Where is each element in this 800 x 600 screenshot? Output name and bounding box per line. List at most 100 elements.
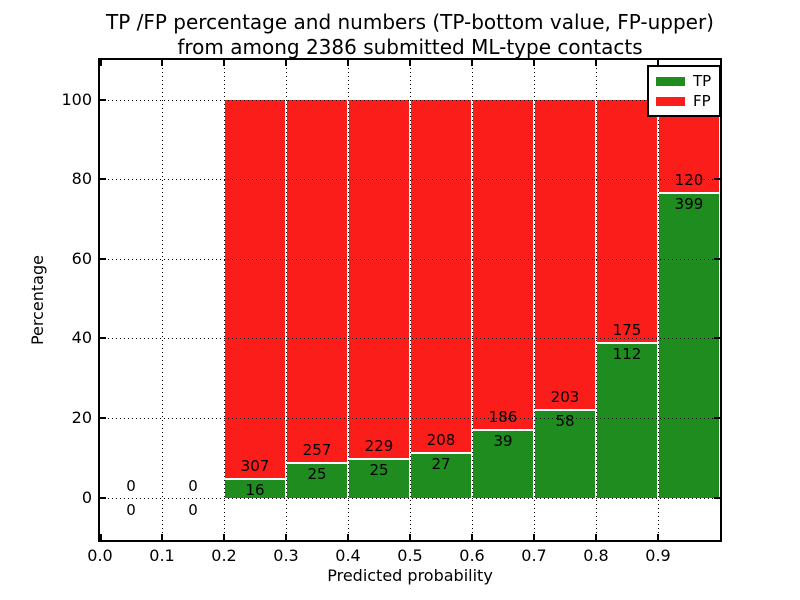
tp-count-label: 399 (674, 194, 704, 213)
legend-swatch-fp-icon (656, 96, 685, 106)
tp-count-label: 16 (245, 480, 265, 499)
bar-tp-segment (535, 409, 595, 498)
gridline-x-0.3 (286, 60, 287, 540)
x-tick-label: 0.9 (645, 546, 671, 565)
bar-bin-0.9 (658, 98, 720, 499)
xtick-bottom (409, 534, 411, 540)
xtick-bottom (223, 534, 225, 540)
fp-count-label: 229 (364, 437, 394, 456)
x-tick-label: 0.3 (273, 546, 299, 565)
xtick-top (471, 60, 473, 66)
bar-tp-segment (659, 191, 719, 498)
bar-tp-segment (349, 458, 409, 498)
tp-count-label: 112 (612, 345, 642, 364)
y-tick-label: 80 (71, 169, 92, 189)
xtick-bottom (100, 534, 102, 540)
bar-bin-0.6 (472, 98, 534, 499)
bar-tp-segment (225, 477, 285, 498)
chart-title: TP /FP percentage and numbers (TP-bottom… (100, 10, 720, 60)
xtick-bottom (471, 534, 473, 540)
fp-count-label: 257 (302, 441, 332, 460)
x-tick-label: 0.6 (459, 546, 485, 565)
ytick-right (714, 416, 720, 419)
legend: TP FP (647, 65, 722, 117)
y-tick-label: 0 (81, 487, 92, 507)
fp-count-label: 120 (674, 170, 704, 189)
ytick-left (100, 178, 106, 181)
bar-bin-0.2 (224, 98, 286, 499)
xtick-top (533, 60, 535, 66)
ytick-right (714, 257, 720, 260)
bar-tp-segment (473, 428, 533, 498)
y-tick-label: 60 (71, 248, 92, 268)
y-tick-label: 40 (71, 328, 92, 348)
fp-count-label: 0 (126, 476, 136, 495)
ytick-left (100, 496, 106, 499)
tp-count-label: 27 (431, 454, 451, 473)
xtick-top (285, 60, 287, 66)
bar-tp-segment (411, 451, 471, 498)
gridline-x-0.6 (472, 60, 473, 540)
y-tick-label: 20 (71, 407, 92, 427)
ytick-left (100, 98, 106, 101)
bar-bin-0.4 (348, 98, 410, 499)
y-tick-label: 100 (61, 89, 92, 109)
fp-count-label: 307 (240, 456, 270, 475)
bar-bin-0.3 (286, 98, 348, 499)
chart-title-line1: TP /FP percentage and numbers (TP-bottom… (106, 10, 714, 34)
tp-count-label: 25 (369, 461, 389, 480)
bar-bin-0.8 (596, 98, 658, 499)
gridline-x-0.7 (534, 60, 535, 540)
bar-tp-segment (287, 462, 347, 498)
x-tick-label: 0.2 (211, 546, 237, 565)
bar-bin-0.7 (534, 98, 596, 499)
x-axis-label: Predicted probability (327, 566, 493, 585)
legend-entry-tp: TP (656, 71, 711, 91)
legend-label-fp: FP (693, 92, 711, 110)
gridline-x-0.4 (348, 60, 349, 540)
ytick-left (100, 257, 106, 260)
chart-title-line2: from among 2386 submitted ML-type contac… (177, 35, 643, 59)
x-tick-label: 0.5 (397, 546, 423, 565)
xtick-top (595, 60, 597, 66)
fp-count-label: 208 (426, 430, 456, 449)
xtick-bottom (533, 534, 535, 540)
tp-count-label: 0 (126, 500, 136, 519)
tp-count-label: 58 (555, 412, 575, 431)
gridline-x-0.9 (658, 60, 659, 540)
xtick-bottom (161, 534, 163, 540)
xtick-top (223, 60, 225, 66)
x-tick-label: 0.1 (149, 546, 175, 565)
xtick-top (100, 60, 102, 66)
ytick-right (714, 496, 720, 499)
y-axis-label: Percentage (28, 255, 47, 346)
xtick-top (161, 60, 163, 66)
tp-count-label: 0 (188, 500, 198, 519)
tp-count-label: 39 (493, 431, 513, 450)
xtick-bottom (595, 534, 597, 540)
ytick-left (100, 416, 106, 419)
legend-entry-fp: FP (656, 91, 711, 111)
bar-bin-0.5 (410, 98, 472, 499)
fp-count-label: 0 (188, 476, 198, 495)
x-tick-label: 0.8 (583, 546, 609, 565)
xtick-bottom (657, 534, 659, 540)
xtick-top (347, 60, 349, 66)
xtick-bottom (347, 534, 349, 540)
tp-count-label: 25 (307, 465, 327, 484)
bar-tp-segment (597, 342, 657, 498)
plot-area: 0 0 0 0 307 16 257 25 229 25 208 27 186 39 203 58 175 112… (100, 60, 720, 540)
legend-swatch-tp-icon (656, 76, 685, 86)
xtick-bottom (285, 534, 287, 540)
ytick-right (714, 337, 720, 340)
x-tick-label: 0.4 (335, 546, 361, 565)
x-tick-label: 0.7 (521, 546, 547, 565)
x-tick-label: 0.0 (87, 546, 113, 565)
gridline-x-0.5 (410, 60, 411, 540)
fp-count-label: 203 (550, 388, 580, 407)
fp-count-label: 186 (488, 407, 518, 426)
ytick-left (100, 337, 106, 340)
gridline-x-0.2 (224, 60, 225, 540)
gridline-x-0.1 (162, 60, 163, 540)
